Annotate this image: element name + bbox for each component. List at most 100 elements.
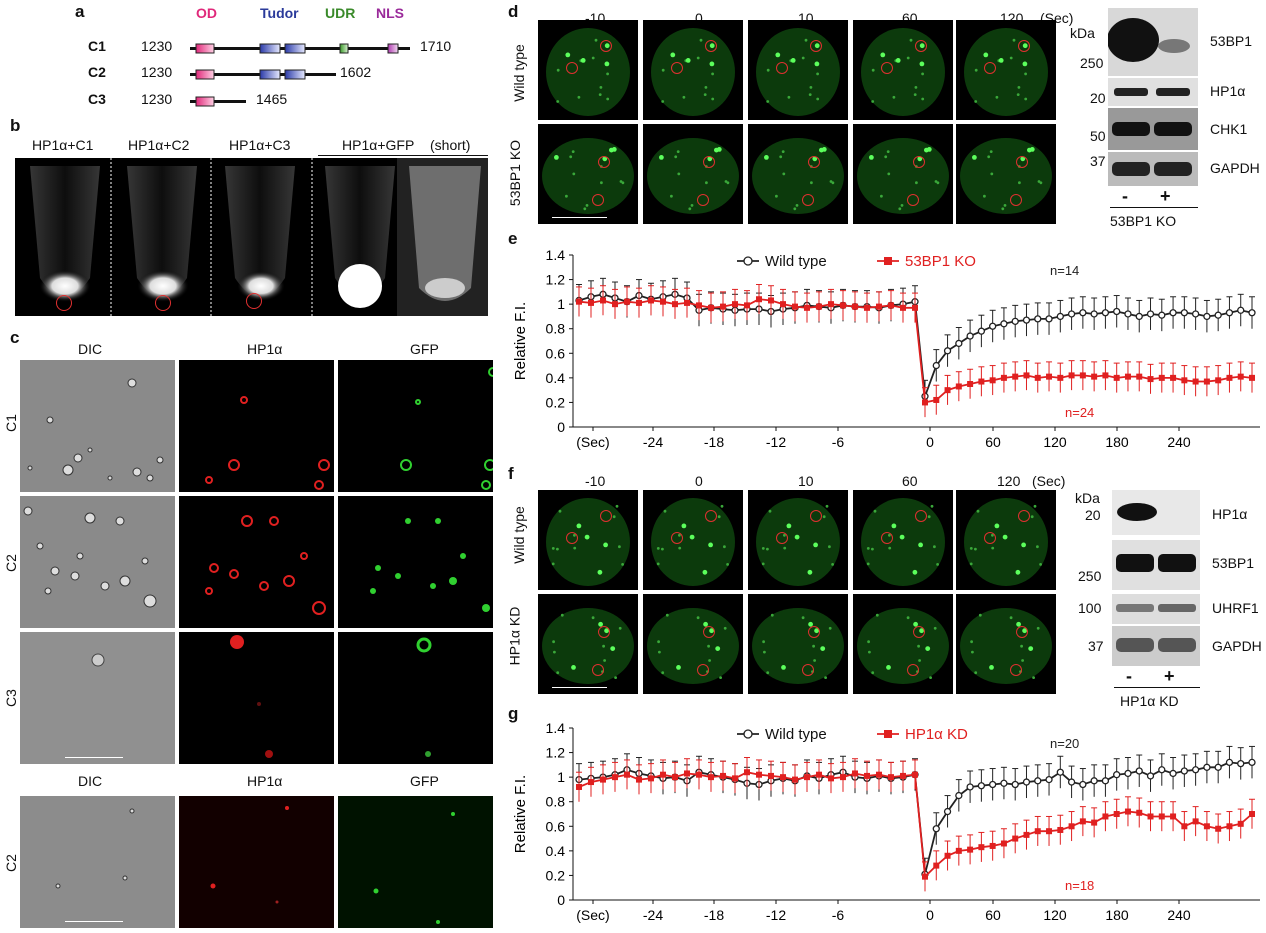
irradiation-circle [1018,40,1030,52]
cell-image-wt-0 [538,490,638,590]
irradiation-circle [913,626,925,638]
row-label-f-kd: HP1α KD [506,606,523,666]
y-tick-label: 0.8 [546,794,566,810]
irradiation-circle [1016,156,1028,168]
blot-d-protein-hp1a: HP1α [1210,83,1246,99]
blot-d-hp1a [1108,78,1198,106]
row-label-c3: C3 [2,689,19,707]
cell-image-wt-4 [956,20,1056,120]
data-point [576,298,582,305]
data-point [1079,780,1087,789]
data-point [1170,374,1177,381]
cell-image-wt-3 [853,20,953,120]
data-point [828,775,834,782]
data-point [804,774,810,781]
tube-label-c2: HP1α+C2 [128,137,190,153]
data-point [1180,309,1188,317]
data-point [1000,320,1008,328]
data-point [1068,372,1075,379]
data-point [1147,376,1154,383]
dic-image-c2-bottom [20,796,175,928]
construct-c1-end: 1710 [420,38,452,54]
time-f-1: 0 [695,473,703,489]
blot-d-lane-minus: - [1122,186,1128,206]
row-label-d-wt: Wild type [510,44,527,102]
y-tick-label: 1 [557,296,565,312]
irradiation-circle [671,532,683,544]
blot-d-marker-37: 37 [1090,153,1106,169]
data-point [1101,777,1110,785]
header-hp1a: HP1α [247,341,283,357]
time-d-1: 0 [695,10,703,26]
data-point [816,771,822,778]
data-point [684,770,690,777]
construct-c2-start: 1230 [141,64,173,80]
blot-d-protein-53bp1: 53BP1 [1210,33,1253,49]
data-point [804,304,810,311]
time-f-2: 10 [798,473,814,489]
tube-label-c3: HP1α+C3 [229,137,291,153]
irradiation-circle [703,156,715,168]
x-tick-label: 0 [926,434,934,450]
pellet-circle-c3 [246,293,262,309]
data-point [1203,378,1210,385]
data-point [1158,813,1165,820]
data-point [1136,373,1143,380]
data-point [1113,374,1120,381]
irradiation-circle [705,510,717,522]
data-point [1203,763,1211,771]
blot-d-protein-gapdh: GAPDH [1210,160,1260,176]
construct-c1-name: C1 [88,38,106,54]
data-point [708,774,714,781]
data-point [876,771,882,778]
data-point [720,772,726,779]
time-f-unit: (Sec) [1032,473,1066,489]
data-point [989,842,996,849]
data-point [955,339,963,348]
blot-d-group: 53BP1 KO [1110,213,1177,229]
data-point [1158,311,1166,319]
data-point [967,846,974,853]
blot-f-protein-gapdh: GAPDH [1212,638,1262,654]
data-point [624,298,630,305]
data-point [768,297,774,304]
data-point [780,774,786,781]
irradiation-circle [802,194,814,206]
blot-d-kda: kDa [1070,25,1095,41]
blot-f-marker-250: 250 [1078,568,1102,584]
cell-image-kd-0 [538,594,638,694]
data-point [588,779,594,786]
data-point [966,783,974,791]
data-point [1136,809,1143,816]
y-tick-label: 0 [557,892,565,908]
x-tick-label: 120 [1043,907,1067,923]
cell-image-kd-4 [956,594,1056,694]
data-point [1169,309,1177,317]
data-point [1135,767,1143,775]
data-point [1146,310,1155,318]
data-point [1034,374,1041,381]
data-point [1214,311,1222,319]
data-point [888,302,894,309]
cell-image-kd-1 [643,594,743,694]
panel-label-c: c [10,328,20,347]
data-point [1225,309,1234,317]
data-point [922,873,928,880]
data-point [955,847,962,854]
data-point [648,297,654,304]
tube-label-gfp: HP1α+GFP [342,137,415,153]
scale-bar [65,921,123,922]
y-tick-label: 0.6 [546,345,566,361]
irradiation-circle [1018,510,1030,522]
c1-bar [190,43,410,54]
dic-image-c2 [20,496,175,628]
y-tick-label: 1.4 [546,247,566,263]
legend-label-1: 53BP1 KO [905,253,976,270]
tube-gfp-short [409,166,481,301]
data-point [828,301,834,308]
data-point [1079,372,1086,379]
data-point [1191,766,1200,774]
data-point [1034,315,1042,323]
gfp-image-c1 [338,360,493,492]
cell-image-ko-4 [956,124,1056,224]
